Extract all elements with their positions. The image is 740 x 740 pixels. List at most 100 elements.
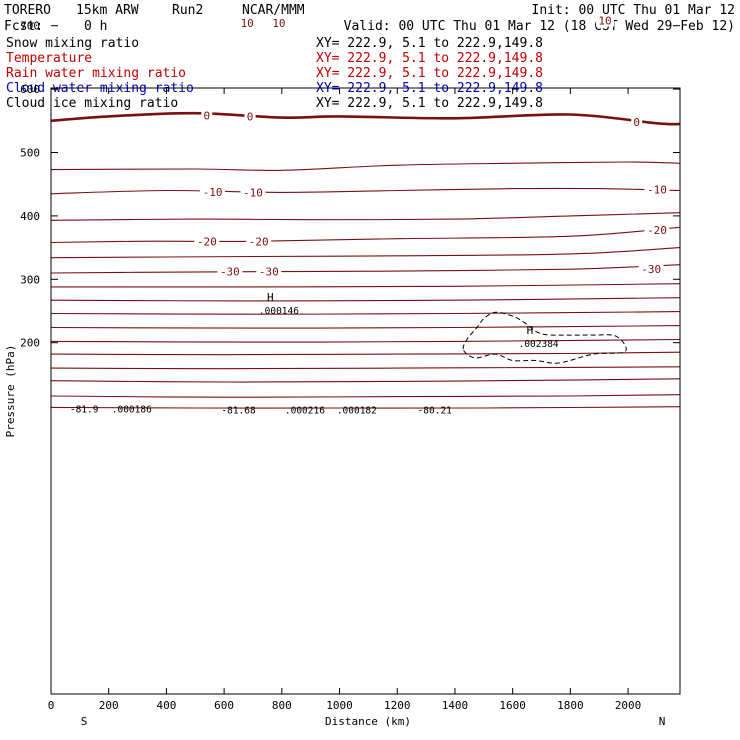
contour-label-bg [217, 265, 243, 278]
contour-label: -10 [647, 183, 667, 196]
legend-snow-name: Snow mixing ratio [6, 36, 139, 51]
x-tick-label: 600 [214, 699, 234, 712]
y-axis-title: Pressure (hPa) [4, 345, 17, 438]
contour-label-bg [200, 185, 226, 198]
top-value-label: .000216 [285, 406, 325, 417]
contour-label: -10 [203, 186, 223, 199]
y-tick-label: 400 [20, 210, 40, 223]
contour-label-bg [644, 183, 670, 196]
contour-label-bg [246, 235, 272, 248]
isotherm-m45 [51, 311, 680, 315]
contour-label-bg [631, 116, 643, 129]
isotherm-m80 [51, 406, 680, 409]
y-tick-label: 600 [20, 83, 40, 96]
legend-cloud-ice-xy: XY= 222.9, 5.1 to 222.9,149.8 [316, 96, 543, 111]
x-tick-label: 1600 [499, 699, 526, 712]
x-tick-label: 1800 [557, 699, 584, 712]
x-axis-title: Distance (km) [325, 715, 411, 728]
top-value-label: -81.9 [70, 404, 99, 415]
isotherm-m70 [51, 378, 680, 383]
organization: NCAR/MMM [242, 3, 305, 18]
contour-label: -30 [259, 266, 279, 279]
plot-frame [50, 87, 681, 695]
contour-label-bg [238, 17, 257, 30]
legend: Snow mixing ratio XY= 222.9, 5.1 to 222.… [6, 36, 543, 111]
contour-label: -30 [641, 263, 661, 276]
contour-label: 10 [241, 17, 254, 30]
contour-label: 10 [598, 15, 611, 28]
contour-label: -30 [220, 266, 240, 279]
run-name: Run2 [172, 3, 203, 18]
isotherm-m15 [51, 212, 680, 221]
top-value-label: -81.68 [221, 406, 256, 417]
max-marker: H [267, 291, 274, 304]
contour-label: 0 [203, 110, 210, 123]
isotherm-m25 [51, 247, 680, 259]
contour-label-bg [244, 110, 256, 123]
contour-label-bg [638, 263, 664, 276]
top-value-label: -80.21 [418, 406, 453, 417]
valid-time: Valid: 00 UTC Thu 01 Mar 12 (18 CST Wed … [344, 19, 735, 34]
south-end-label: S [81, 715, 88, 728]
model-name: TORERO [4, 3, 51, 18]
isotherm-m10 [51, 187, 680, 195]
isotherm-m20 [51, 226, 680, 244]
contour-label-bg [194, 235, 220, 248]
axes-group: 0 200 400 600 800 1000 1200 1400 1600 1800 2000200… [20, 20, 680, 712]
contour-label: -20 [647, 224, 667, 237]
legend-temperature-name: Temperature [6, 51, 92, 66]
x-tick-label: 2000 [615, 699, 642, 712]
isotherm-m50 [51, 325, 680, 329]
contour-label-bg [644, 223, 670, 236]
isotherm-m65 [51, 366, 680, 370]
x-tick-label: 1000 [326, 699, 353, 712]
contour-label-bg [595, 14, 614, 27]
contour-label-group: -30-30-30-20-20-20-10-10-100001010102020… [194, 14, 670, 279]
isotherm-m75 [51, 394, 680, 398]
maxima-group: H .000146 H .002384 [259, 291, 559, 350]
legend-temperature-xy: XY= 222.9, 5.1 to 222.9,149.8 [316, 51, 543, 66]
contour-label: -10 [243, 186, 263, 199]
isotherm-m40 [51, 297, 680, 302]
contour-label-bg [256, 265, 282, 278]
header: TORERO 15km ARW Run2 NCAR/MMM Init: 00 U… [4, 3, 735, 34]
contour-label-bg [201, 109, 213, 122]
legend-rain-xy: XY= 222.9, 5.1 to 222.9,149.8 [316, 66, 543, 81]
max-marker: H [527, 324, 534, 337]
isotherm-m5 [51, 161, 680, 171]
top-value-label: .000186 [112, 404, 152, 415]
isotherm-0 [51, 111, 680, 126]
contour-label: -20 [197, 235, 217, 248]
contour-label-bg [240, 186, 266, 199]
model-resolution: 15km ARW [76, 3, 139, 18]
isotherm-lines [51, 111, 680, 409]
y-tick-label: 300 [20, 273, 40, 286]
contour-label: 10 [272, 17, 285, 30]
legend-snow-xy: XY= 222.9, 5.1 to 222.9,149.8 [316, 36, 543, 51]
isotherm-m30 [51, 264, 680, 274]
x-tick-label: 1200 [384, 699, 411, 712]
fcst-label: Fcst: [4, 19, 43, 34]
contour-label: 0 [633, 116, 640, 129]
contour-label-bg [269, 17, 288, 30]
max-value: .000146 [259, 306, 299, 317]
y-tick-label: 700 [20, 20, 40, 33]
north-end-label: N [659, 715, 666, 728]
isotherm-m60 [51, 351, 680, 356]
isotherm-m55 [51, 338, 680, 343]
legend-rain-name: Rain water mixing ratio [6, 66, 186, 81]
max-value: .002384 [519, 339, 559, 350]
legend-cloud-ice-name: Cloud ice mixing ratio [6, 96, 178, 111]
x-tick-label: 0 [48, 699, 55, 712]
top-value-label: .000182 [337, 406, 377, 417]
init-time: Init: 00 UTC Thu 01 Mar 12 [532, 3, 736, 18]
top-value-label-group: -81.9 .000186 -81.68 .000216 .000182 -80.21 [70, 404, 452, 416]
isotherm-m35 [51, 283, 680, 288]
x-tick-label: 800 [272, 699, 292, 712]
y-tick-label: 500 [20, 147, 40, 160]
y-tick-label: 200 [20, 337, 40, 350]
contour-label: 0 [247, 110, 254, 123]
x-tick-label: 200 [99, 699, 119, 712]
cloud-ice-contour-group [462, 311, 627, 364]
